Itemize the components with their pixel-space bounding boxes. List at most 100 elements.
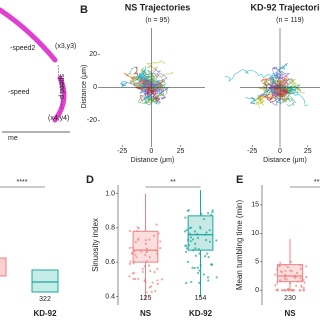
jitter-point <box>144 239 147 242</box>
jitter-point <box>159 240 162 243</box>
jitter-point <box>135 256 138 259</box>
jitter-point <box>189 240 192 243</box>
trajectory <box>143 87 155 105</box>
jitter-point <box>154 289 157 293</box>
x-tick-label: NS <box>140 309 152 318</box>
y-tick-label: 0.6 <box>105 259 115 266</box>
jitter-point <box>185 281 188 285</box>
jitter-point <box>134 253 137 256</box>
jitter-point <box>137 237 140 240</box>
jitter-point <box>145 247 148 250</box>
significance: **** <box>17 179 28 186</box>
jitter-point <box>283 277 286 280</box>
jitter-point <box>141 270 144 274</box>
jitter-point <box>156 282 159 286</box>
jitter-point <box>289 269 292 272</box>
x-tick-label: 25 <box>304 148 312 155</box>
jitter-point <box>299 289 302 292</box>
jitter-point <box>196 236 200 240</box>
jitter-point <box>295 284 298 287</box>
jitter-point <box>280 270 283 273</box>
trajectory <box>139 70 152 95</box>
y-axis-label: Distance (μm) <box>81 65 88 109</box>
jitter-point <box>294 276 297 279</box>
jitter-point <box>148 256 151 259</box>
jitter-point <box>283 289 286 292</box>
jitter-point <box>206 276 210 279</box>
jitter-point <box>196 266 200 269</box>
jitter-point <box>285 278 288 281</box>
jitter-point <box>155 223 158 226</box>
jitter-point <box>160 278 164 281</box>
box <box>187 215 214 251</box>
jitter-point <box>184 216 187 219</box>
chart-title: NS Trajectories <box>125 2 191 12</box>
trajectory <box>263 82 284 92</box>
jitter-point <box>205 231 208 234</box>
jitter-point <box>145 291 148 294</box>
chart-subtitle: (n = 119) <box>276 17 304 24</box>
jitter-point <box>128 230 132 233</box>
jitter-point <box>149 269 152 273</box>
x-tick-label: 0 <box>149 148 153 155</box>
jitter-point <box>215 239 218 242</box>
jitter-point <box>194 254 197 257</box>
jitter-point <box>148 286 151 289</box>
box <box>276 264 304 283</box>
jitter-point <box>190 280 193 284</box>
x-tick-label: -25 <box>247 148 257 155</box>
jitter-point <box>134 277 137 281</box>
jitter-point <box>144 253 147 256</box>
jitter-point <box>292 289 295 292</box>
jitter-point <box>302 286 305 290</box>
jitter-point <box>156 267 159 270</box>
jitter-point <box>148 238 151 241</box>
jitter-point <box>159 247 162 250</box>
count: 230 <box>284 295 296 302</box>
jitter-point <box>137 227 140 230</box>
jitter-point <box>303 281 306 284</box>
x-tick-label: KD-92 <box>33 309 57 318</box>
trajectory <box>275 87 289 102</box>
x-tick-label: 25 <box>177 148 185 155</box>
trajectory <box>143 80 163 105</box>
y-tick-label: 10 <box>251 230 259 237</box>
trajectory <box>271 66 288 88</box>
jitter-point <box>274 284 277 287</box>
jitter-point <box>193 266 196 270</box>
jitter-point <box>185 250 188 253</box>
jitter-point <box>208 229 211 232</box>
jitter-point <box>302 289 306 292</box>
jitter-point <box>137 277 140 280</box>
jitter-point <box>198 281 201 284</box>
panel-left-box: **** 322 KD-92 <box>0 179 59 318</box>
jitter-point <box>295 271 299 274</box>
jitter-point <box>300 284 303 287</box>
trajectory <box>136 82 161 105</box>
jitter-point <box>188 226 192 230</box>
jitter-point <box>152 234 156 237</box>
trajectory <box>139 85 157 102</box>
jitter-point <box>194 247 197 250</box>
panel-label: B <box>80 4 88 16</box>
jitter-point <box>305 275 308 279</box>
label: me <box>8 135 18 142</box>
chart-subtitle: (n = 95) <box>145 17 169 24</box>
jitter-point <box>299 277 302 280</box>
jitter-point <box>186 260 190 263</box>
count: 322 <box>39 296 51 303</box>
jitter-point <box>189 236 193 239</box>
jitter-point <box>207 211 210 215</box>
jitter-point <box>291 289 294 292</box>
jitter-point <box>282 289 285 292</box>
trajectory <box>151 79 168 93</box>
jitter-point <box>144 242 147 245</box>
label: (x3,y3) <box>55 43 76 50</box>
y-tick-label: 0.4 <box>105 293 115 300</box>
jitter-point <box>132 277 135 281</box>
jitter-point <box>196 271 200 275</box>
jitter-point <box>153 270 156 274</box>
jitter-point <box>156 279 159 282</box>
